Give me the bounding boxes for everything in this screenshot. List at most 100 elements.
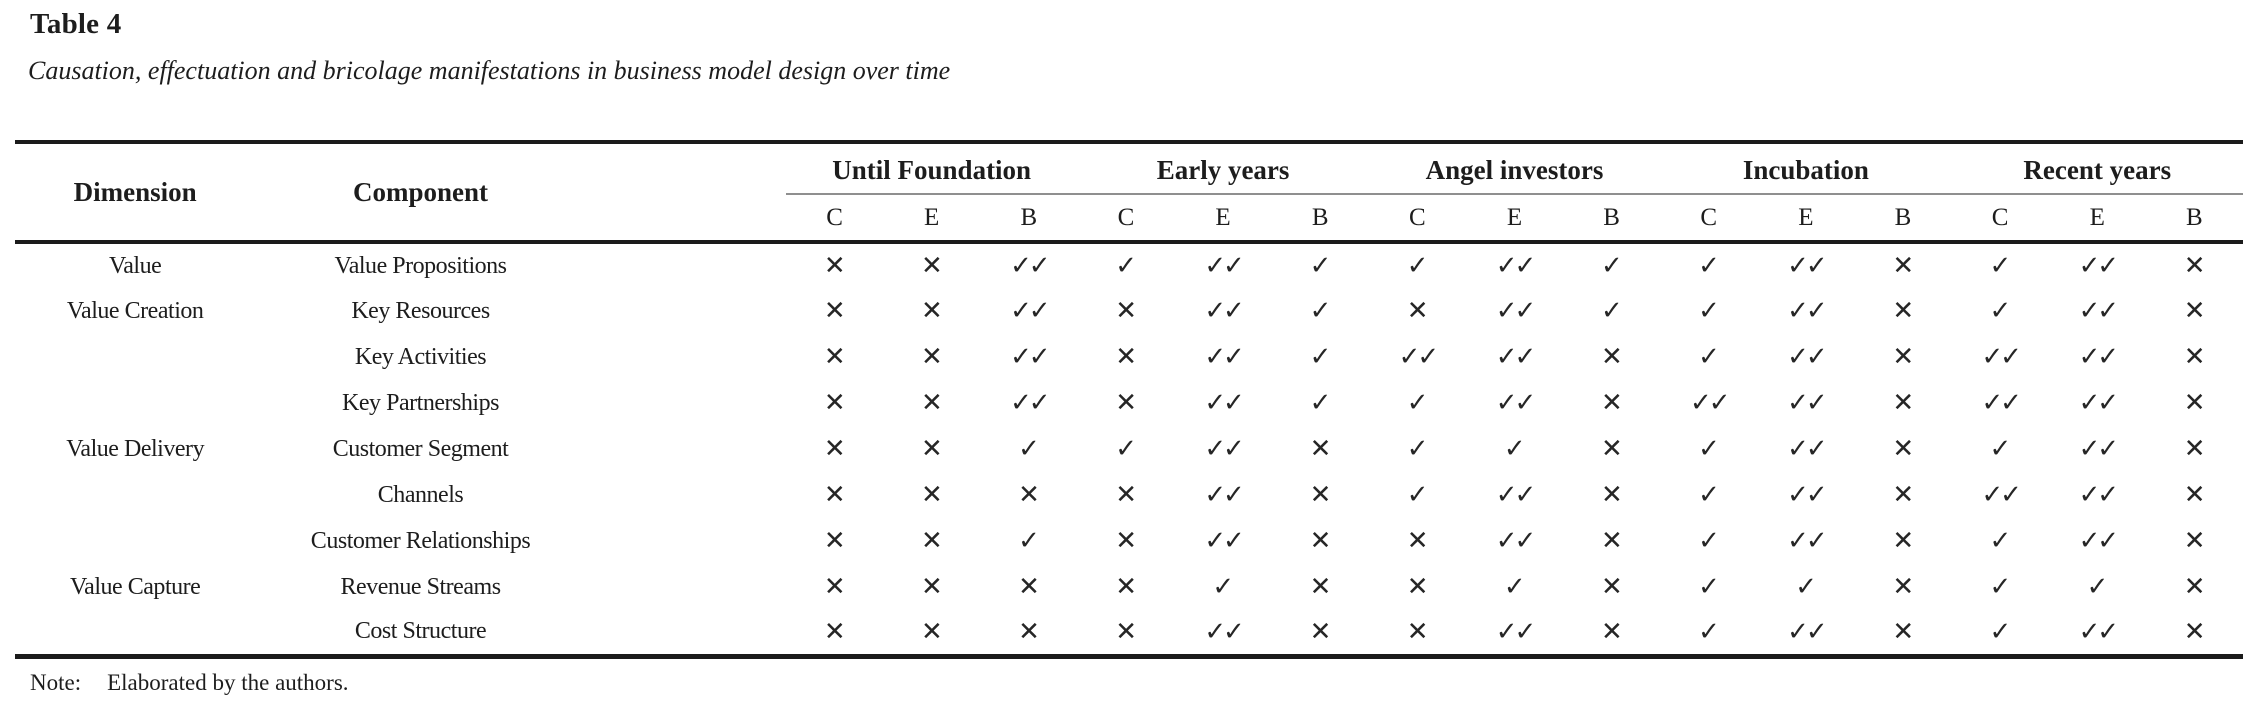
subcolumn-header: E <box>1757 194 1855 244</box>
symbol-cell: ✕ <box>2183 616 2206 647</box>
symbol-cell: ✓ <box>1698 526 1720 556</box>
symbol-cell: ✕ <box>2183 388 2206 418</box>
symbol-cell: ✕ <box>921 526 943 556</box>
dimension-cell: Value Creation <box>66 297 204 324</box>
period-group-header: Until Foundation <box>785 142 1078 195</box>
symbol-cell: ✓✓ <box>1495 616 1536 647</box>
symbol-cell: ✓ <box>1115 434 1137 464</box>
period-group-header: Early years <box>1077 142 1369 195</box>
component-cell: Cost Structure <box>354 618 487 645</box>
table-number: Table 4 <box>30 8 122 40</box>
symbol-cell: ✓✓ <box>1495 342 1536 372</box>
subcolumn-header: C <box>785 194 884 244</box>
dimension-cell <box>15 472 255 518</box>
spacer-cell <box>586 472 786 518</box>
symbol-cell: ✓ <box>1698 480 1720 510</box>
group-header-row: Dimension Component Until Foundation Earl… <box>15 142 2243 244</box>
symbol-cell: ✓✓ <box>1204 342 1244 372</box>
symbol-cell: ✕ <box>1115 480 1137 510</box>
symbol-cell: ✕ <box>1600 526 1623 556</box>
symbol-cell: ✓✓ <box>1690 388 1730 418</box>
table-row: Key Activities ✕ ✕ ✓✓ ✕ ✓✓ ✓ ✓✓ ✓✓ ✕ ✓ ✓✓ ✕ ✓✓ ✓✓ ✕ <box>15 334 2243 380</box>
symbol-cell: ✕ <box>823 526 846 556</box>
symbol-cell: ✕ <box>921 434 943 464</box>
symbol-cell: ✕ <box>1406 526 1429 556</box>
symbol-cell: ✓✓ <box>1787 342 1827 372</box>
symbol-cell: ✕ <box>1892 480 1914 510</box>
subcolumn-header: B <box>2145 194 2243 244</box>
symbol-cell: ✓✓ <box>1981 480 2021 510</box>
symbol-cell: ✕ <box>1892 572 1914 602</box>
component-cell: Revenue Streams <box>340 573 501 600</box>
symbol-cell: ✓ <box>1989 526 2011 556</box>
symbol-cell: ✓ <box>1406 388 1429 418</box>
spacer-cell <box>586 610 786 656</box>
symbol-cell: ✓ <box>1309 342 1332 372</box>
dimension-cell: Value Delivery <box>66 435 205 462</box>
subcolumn-header: C <box>1368 194 1466 244</box>
symbol-cell: ✕ <box>2183 296 2206 326</box>
symbol-cell: ✕ <box>921 480 943 510</box>
symbol-cell: ✓✓ <box>2078 616 2119 647</box>
symbol-cell: ✓✓ <box>2078 388 2119 418</box>
symbol-cell: ✕ <box>1600 480 1623 510</box>
symbol-cell: ✕ <box>823 296 846 326</box>
dimension-cell <box>15 380 255 426</box>
subcolumn-header: E <box>2048 194 2146 244</box>
symbol-cell: ✓ <box>1406 251 1429 281</box>
symbol-cell: ✓✓ <box>1787 296 1827 326</box>
spacer-cell <box>586 564 786 610</box>
table-row: Channels ✕ ✕ ✕ ✕ ✓✓ ✕ ✓ ✓✓ ✕ ✓ ✓✓ ✕ ✓✓ ✓✓ ✕ <box>15 472 2243 518</box>
subcolumn-header: B <box>980 194 1078 244</box>
symbol-cell: ✓✓ <box>1204 251 1244 281</box>
symbol-cell: ✕ <box>1115 342 1137 372</box>
symbol-cell: ✓ <box>1018 526 1040 556</box>
symbol-cell: ✕ <box>1115 616 1137 647</box>
subcolumn-header: E <box>1465 194 1564 244</box>
symbol-cell: ✓✓ <box>1204 480 1244 510</box>
symbol-cell: ✕ <box>1309 480 1332 510</box>
period-group-header: Recent years <box>1951 142 2243 195</box>
symbol-cell: ✓✓ <box>2078 434 2119 464</box>
symbol-cell: ✕ <box>1892 296 1914 326</box>
symbol-cell: ✓✓ <box>1010 296 1050 326</box>
symbol-cell: ✓ <box>1698 251 1720 281</box>
symbol-cell: ✕ <box>1115 526 1137 556</box>
symbol-cell: ✕ <box>921 616 943 647</box>
symbol-cell: ✕ <box>823 572 846 602</box>
symbol-cell: ✓ <box>2086 572 2109 602</box>
manifestations-table: Dimension Component Until Foundation Earl… <box>15 140 2243 659</box>
symbol-cell: ✓✓ <box>1981 388 2021 418</box>
dimension-cell <box>15 518 255 564</box>
symbol-cell: ✓✓ <box>1787 526 1827 556</box>
component-cell: Value Propositions <box>334 252 508 279</box>
spacer-cell <box>586 242 786 288</box>
symbol-cell: ✓ <box>1406 480 1429 510</box>
symbol-cell: ✕ <box>1600 616 1623 647</box>
table-caption: Causation, effectuation and bricolage ma… <box>28 56 951 85</box>
symbol-cell: ✓ <box>1989 434 2011 464</box>
symbol-cell: ✓ <box>1795 572 1817 602</box>
symbol-cell: ✕ <box>1892 434 1914 464</box>
symbol-cell: ✓✓ <box>1787 434 1827 464</box>
symbol-cell: ✕ <box>1309 616 1332 647</box>
symbol-cell: ✕ <box>1600 434 1623 464</box>
spacer-cell <box>586 334 786 380</box>
symbol-cell: ✕ <box>823 342 846 372</box>
symbol-cell: ✓ <box>1600 296 1623 326</box>
symbol-cell: ✕ <box>2183 480 2206 510</box>
symbol-cell: ✕ <box>1018 616 1040 647</box>
table-row: Value Value Propositions ✕ ✕ ✓✓ ✓ ✓✓ ✓ ✓ ✓✓ ✓ ✓ ✓✓ ✕ ✓… <box>15 242 2243 288</box>
symbol-cell: ✕ <box>1892 388 1914 418</box>
dimension-cell <box>15 610 255 656</box>
symbol-cell: ✓ <box>1698 434 1720 464</box>
symbol-cell: ✕ <box>823 388 846 418</box>
symbol-cell: ✓✓ <box>1204 296 1244 326</box>
symbol-cell: ✕ <box>1115 388 1137 418</box>
symbol-cell: ✕ <box>1892 526 1914 556</box>
component-cell: Channels <box>377 481 464 508</box>
symbol-cell: ✓ <box>1600 251 1623 281</box>
symbol-cell: ✕ <box>2183 342 2206 372</box>
symbol-cell: ✓✓ <box>1204 388 1244 418</box>
